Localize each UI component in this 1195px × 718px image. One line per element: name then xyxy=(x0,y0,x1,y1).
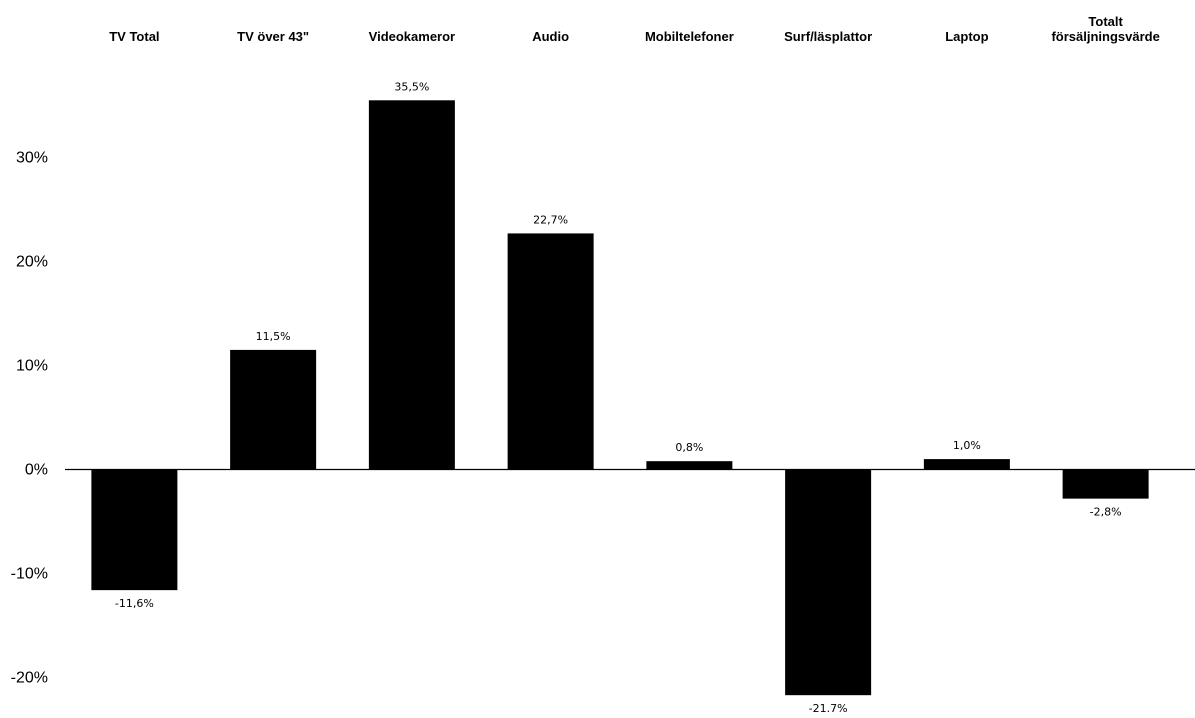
value-label: 35,5% xyxy=(394,80,429,93)
category-label: Laptop xyxy=(945,29,988,44)
bar xyxy=(923,459,1010,470)
bar xyxy=(1062,469,1149,499)
y-tick-label: -10% xyxy=(11,566,48,583)
bar xyxy=(230,349,317,470)
value-label: -11,6% xyxy=(115,597,154,610)
value-label: 22,7% xyxy=(533,213,568,226)
value-label: 11,5% xyxy=(256,330,291,343)
category-label: Mobiltelefoner xyxy=(645,29,734,44)
category-label: TV Total xyxy=(109,29,159,44)
bar xyxy=(368,100,455,470)
y-tick-label: 0% xyxy=(25,462,48,479)
value-label: 0,8% xyxy=(675,441,703,454)
category-labels: TV Total TV över 43" Videokameror Audio Mobi… xyxy=(109,14,1160,44)
category-label: Videokameror xyxy=(369,29,455,44)
y-tick-label: 20% xyxy=(16,254,48,271)
y-tick-label: 30% xyxy=(16,150,48,167)
category-label: Audio xyxy=(532,29,569,44)
bars xyxy=(91,100,1149,696)
value-labels: -11,6% 11,5% 35,5% 22,7% 0,8% -21.7% 1,0% -2,8% xyxy=(115,80,1122,715)
category-label: försäljningsvärde xyxy=(1051,29,1159,44)
value-label: -21.7% xyxy=(809,702,848,715)
bar xyxy=(646,461,733,470)
bar xyxy=(507,233,594,470)
value-label: 1,0% xyxy=(953,439,981,452)
category-label: Surf/läsplattor xyxy=(784,29,872,44)
y-tick-label: -20% xyxy=(11,670,48,687)
y-tick-label: 10% xyxy=(16,358,48,375)
y-axis-tick-labels: 30% 20% 10% 0% -10% -20% xyxy=(11,150,48,687)
category-label: TV över 43" xyxy=(237,29,309,44)
category-label: Totalt xyxy=(1088,14,1123,29)
bar xyxy=(785,469,872,696)
bar xyxy=(91,469,178,591)
value-label: -2,8% xyxy=(1090,506,1122,519)
